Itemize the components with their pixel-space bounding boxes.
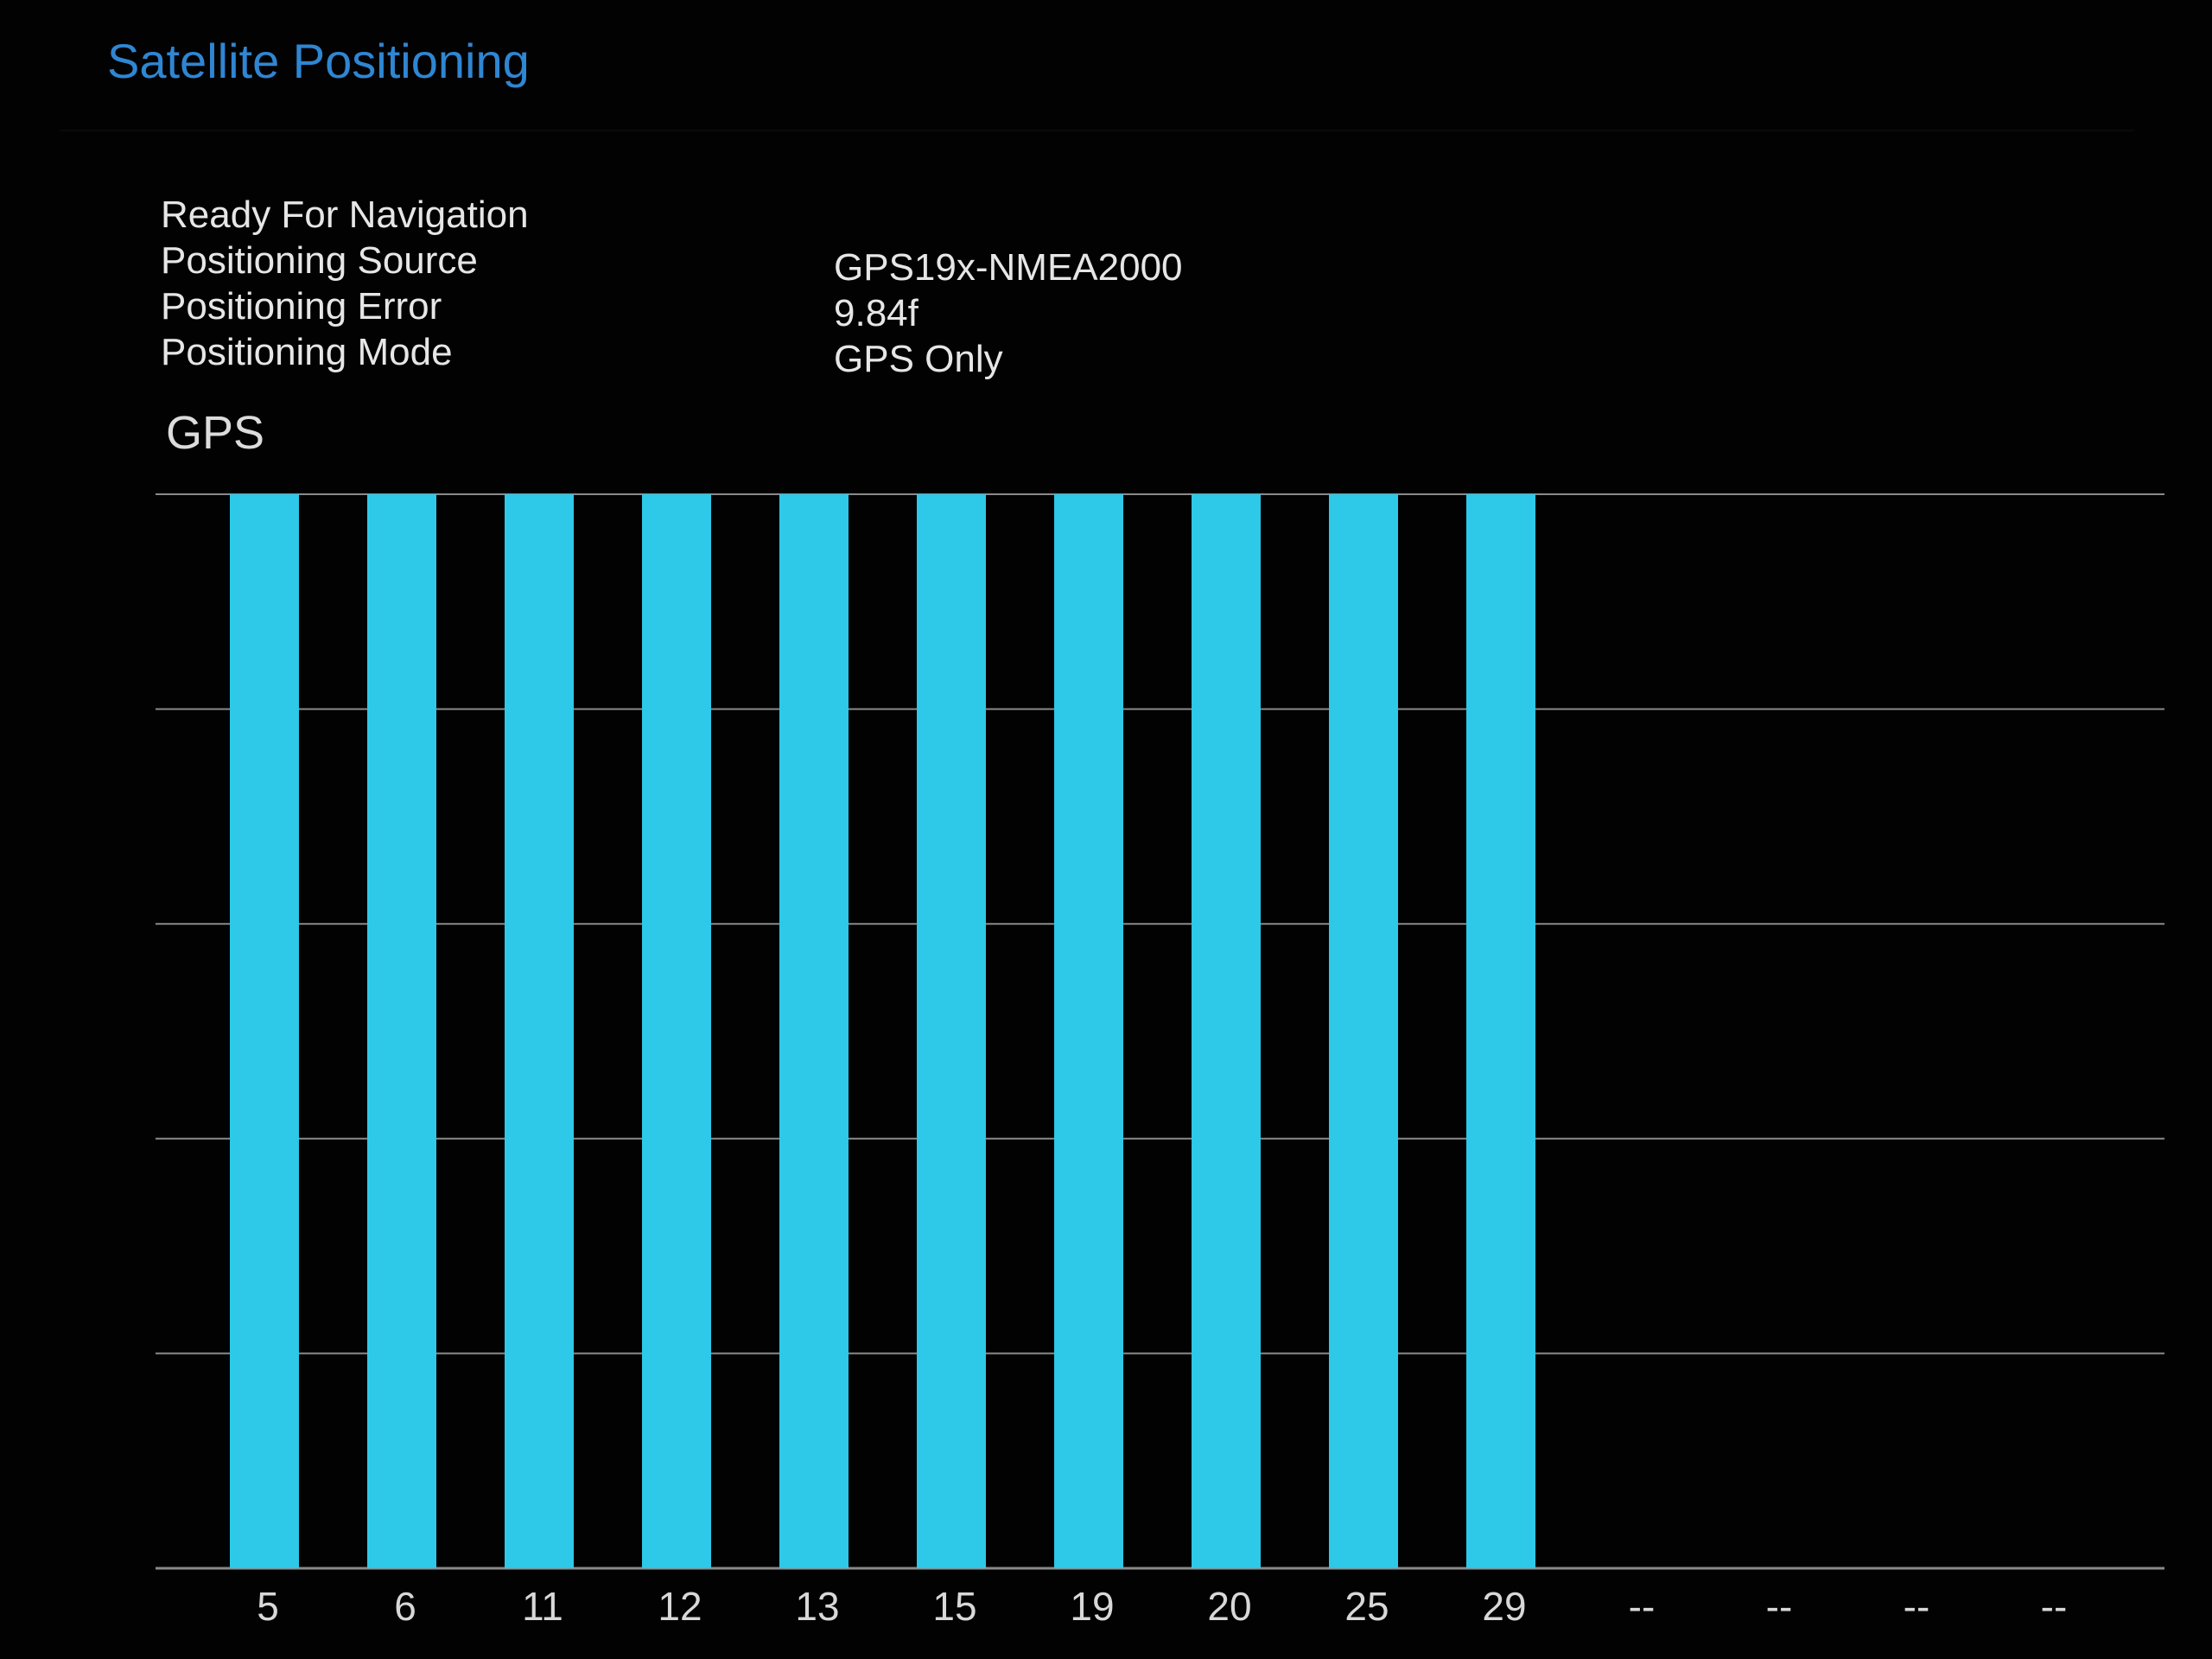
status-label-error: Positioning Error: [161, 285, 442, 327]
satellite-id-label: 12: [658, 1584, 702, 1629]
satellite-bar-5: [230, 494, 299, 1568]
satellite-id-label: 20: [1207, 1584, 1251, 1629]
status-label-mode: Positioning Mode: [161, 331, 453, 373]
satellite-bar-25: [1329, 494, 1398, 1568]
satellite-id-label: 11: [522, 1584, 563, 1629]
satellite-id-label: --: [1629, 1584, 1656, 1629]
satellite-id-label: 25: [1344, 1584, 1389, 1629]
satellite-id-label: 6: [394, 1584, 416, 1629]
status-value-error: 9.84f: [834, 292, 918, 334]
satellite-id-label: 5: [257, 1584, 279, 1629]
satellite-id-label: --: [2041, 1584, 2068, 1629]
satellite-bar-20: [1192, 494, 1261, 1568]
gps-section-label: GPS: [166, 407, 265, 459]
satellite-id-label: 15: [932, 1584, 976, 1629]
satellite-id-label: 19: [1070, 1584, 1114, 1629]
satellite-bar-15: [917, 494, 986, 1568]
satellite-id-label: --: [1904, 1584, 1930, 1629]
page-title: Satellite Positioning: [107, 34, 530, 88]
title-divider: [60, 130, 2134, 131]
satellite-id-label: 29: [1482, 1584, 1526, 1629]
satellite-id-label: --: [1766, 1584, 1793, 1629]
status-label-source: Positioning Source: [161, 239, 478, 282]
status-value-mode: GPS Only: [834, 338, 1003, 380]
satellite-bar-12: [642, 494, 711, 1568]
satellite-id-label: 13: [795, 1584, 839, 1629]
satellite-bar-6: [367, 494, 436, 1568]
satellite-bar-11: [505, 494, 574, 1568]
satellite-bar-29: [1466, 494, 1535, 1568]
status-value-source: GPS19x-NMEA2000: [834, 246, 1183, 289]
satellite-bar-19: [1054, 494, 1123, 1568]
satellite-bar-13: [779, 494, 849, 1568]
status-label-ready: Ready For Navigation: [161, 194, 529, 236]
